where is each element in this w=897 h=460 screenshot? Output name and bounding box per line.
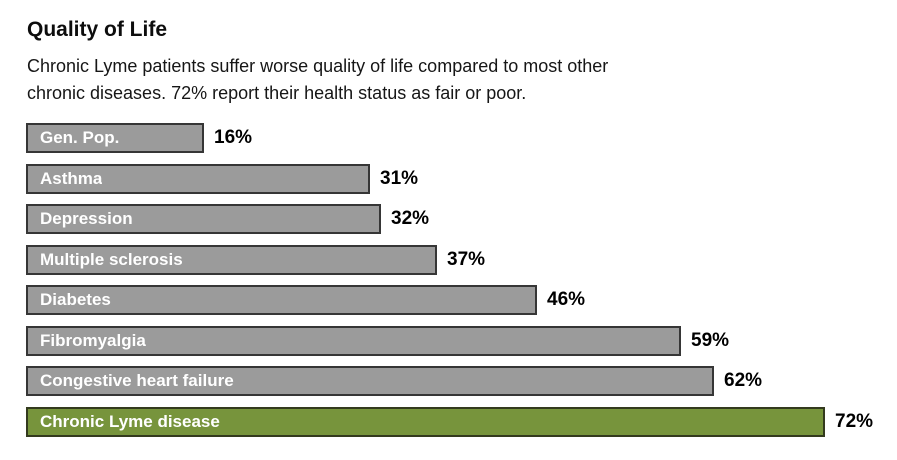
bar-row-gen-pop: Gen. Pop. 16% [26, 123, 897, 153]
bar-row-chronic-lyme-disease: Chronic Lyme disease 72% [26, 406, 897, 437]
bar-category-label: Depression [40, 209, 133, 228]
bar-value-label: 31% [380, 167, 419, 189]
bar-value-label: 37% [447, 248, 486, 270]
bar-chronic-lyme-disease: Chronic Lyme disease [26, 406, 825, 437]
chart-subtitle-line-1: Chronic Lyme patients suffer worse quali… [27, 56, 609, 76]
bar-row-asthma: Asthma 31% [26, 163, 897, 194]
bar-asthma: Asthma [26, 163, 370, 194]
bar-category-label: Chronic Lyme disease [40, 411, 220, 431]
bar-diabetes: Diabetes [26, 285, 537, 315]
chart-title: Quality of Life [27, 18, 168, 41]
bar-multiple-sclerosis: Multiple sclerosis [26, 244, 437, 275]
bar-value-label: 16% [214, 127, 253, 148]
bar-category-label: Fibromyalgia [40, 330, 146, 350]
bar-category-label: Asthma [40, 168, 103, 188]
bar-row-fibromyalgia: Fibromyalgia 59% [26, 325, 897, 356]
bar-chart-plot-area: Gen. Pop. 16% Asthma 31% Depression 32% Multip… [26, 123, 897, 437]
bar-fibromyalgia: Fibromyalgia [26, 325, 681, 356]
bar-row-multiple-sclerosis: Multiple sclerosis 37% [26, 244, 897, 275]
bar-category-label: Diabetes [40, 290, 111, 309]
bar-gen-pop: Gen. Pop. [26, 123, 204, 153]
bar-value-label: 72% [835, 410, 874, 432]
bar-value-label: 59% [691, 329, 730, 351]
bar-value-label: 62% [724, 370, 763, 391]
bar-row-congestive-heart-failure: Congestive heart failure 62% [26, 366, 897, 396]
bar-row-diabetes: Diabetes 46% [26, 285, 897, 315]
bar-category-label: Multiple sclerosis [40, 249, 183, 269]
bar-depression: Depression [26, 204, 381, 234]
bar-category-label: Congestive heart failure [40, 371, 234, 390]
bar-value-label: 46% [547, 289, 586, 310]
bar-category-label: Gen. Pop. [40, 128, 120, 147]
bar-value-label: 32% [391, 208, 430, 229]
bar-congestive-heart-failure: Congestive heart failure [26, 366, 714, 396]
bar-row-depression: Depression 32% [26, 204, 897, 234]
chart-subtitle-line-2: chronic diseases. 72% report their healt… [27, 83, 527, 103]
chart-subtitle: Chronic Lyme patients suffer worse quali… [27, 53, 897, 107]
